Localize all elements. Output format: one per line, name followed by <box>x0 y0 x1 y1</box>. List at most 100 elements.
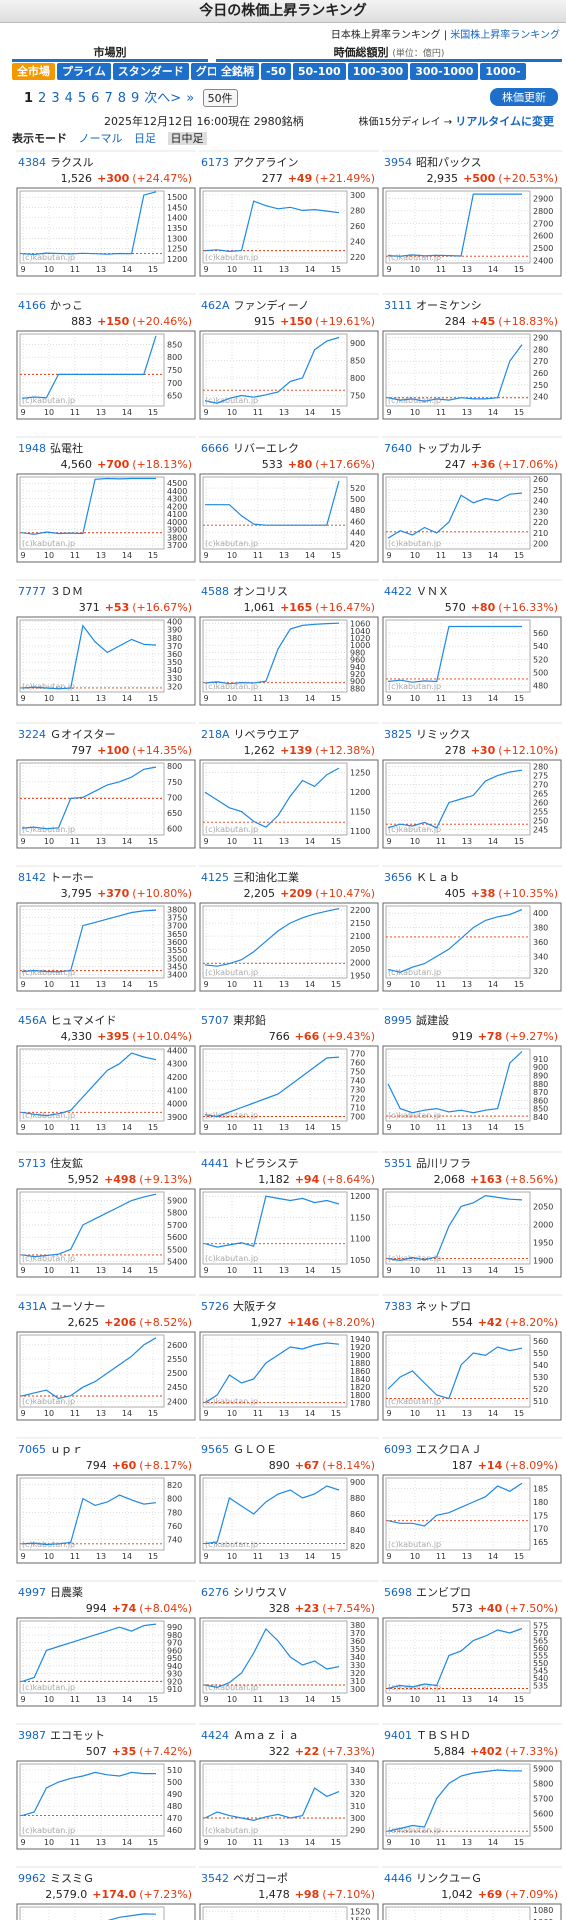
page-link[interactable]: 7 <box>104 91 113 106</box>
stock-label: 3987 エコモット <box>18 1729 105 1742</box>
stock-pct: (+10.80%) <box>132 887 192 900</box>
market-button[interactable]: プライム <box>57 63 111 80</box>
price-line <box>107 1913 157 1920</box>
realtime-link[interactable]: リアルタイムに変更 <box>455 115 554 128</box>
stock-card: 8142 トーホー 3,795 +370 (+10.80%) 34003450350035… <box>16 865 196 992</box>
y-tick-label: 340 <box>350 1766 365 1775</box>
cap-button[interactable]: 1000- <box>480 63 526 80</box>
mode-option[interactable]: 日中足 <box>167 132 207 145</box>
per-page-select[interactable]: 50件 <box>202 89 238 107</box>
us-ranking-link[interactable]: 米国株上昇率ランキング <box>450 30 560 41</box>
x-tick-label: 13 <box>279 1123 289 1132</box>
stock-name: ヒュマメイド <box>51 1014 117 1027</box>
stock-label: 3111 オーミケンシ <box>384 299 482 312</box>
cap-button[interactable]: -50 <box>261 63 291 80</box>
watermark: (c)kabutan.jp <box>22 253 75 262</box>
y-tick-label: 880 <box>350 1494 365 1503</box>
cap-button[interactable]: 全銘柄 <box>216 63 259 80</box>
x-tick-label: 9 <box>203 1552 208 1561</box>
stock-change: +165 <box>280 601 312 614</box>
y-tick-label: 260 <box>533 799 548 808</box>
y-tick-label: 1900 <box>350 1351 370 1360</box>
stock-price: 1,182 <box>258 1173 290 1186</box>
x-tick-label: 13 <box>96 265 106 274</box>
stock-code: 5713 <box>18 1157 46 1170</box>
x-tick-label: 13 <box>462 551 472 560</box>
stock-price: 2,625 <box>68 1316 100 1329</box>
x-tick-label: 9 <box>20 694 25 703</box>
watermark: (c)kabutan.jp <box>205 1111 258 1120</box>
y-tick-label: 490 <box>167 1790 182 1799</box>
stock-card: 3111 オーミケンシ 284 +45 (+18.83%) 240 250 260 270 280… <box>382 293 562 420</box>
y-tick-label: 555 <box>533 1652 548 1661</box>
last-link[interactable]: » <box>186 91 195 106</box>
plot-area <box>19 1334 165 1408</box>
cap-button[interactable]: 300-1000 <box>410 63 479 80</box>
stock-label: 4446 リンクユーＧ <box>384 1872 482 1885</box>
y-tick-label: 520 <box>350 484 365 493</box>
x-tick-label: 11 <box>253 1123 263 1132</box>
stock-label: 4441 トビラシステ <box>201 1157 299 1170</box>
page-link[interactable]: 2 <box>38 91 47 106</box>
stock-change: +700 <box>97 458 130 471</box>
page-link[interactable]: 6 <box>91 91 100 106</box>
mode-option[interactable]: ノーマル <box>78 132 123 145</box>
mode-option[interactable]: 日足 <box>134 132 156 145</box>
jp-ranking-link[interactable]: 日本株上昇率ランキング <box>330 30 441 41</box>
x-tick-label: 10 <box>410 1552 420 1561</box>
plot-area <box>19 1620 165 1694</box>
x-tick-label: 13 <box>279 694 289 703</box>
stock-name: ネットプロ <box>416 1300 471 1313</box>
price-line <box>21 1193 157 1258</box>
x-tick-label: 13 <box>279 1409 289 1418</box>
x-tick-label: 9 <box>20 551 25 560</box>
x-tick-label: 14 <box>305 1123 315 1132</box>
y-tick-label: 1350 <box>167 224 187 233</box>
stock-code: 3224 <box>18 728 46 741</box>
y-tick-label: 380 <box>167 634 182 643</box>
stock-change: +67 <box>295 1459 320 1472</box>
page-link[interactable]: 4 <box>64 91 73 106</box>
y-tick-label: 4100 <box>167 510 187 519</box>
stock-pct: (+20.46%) <box>132 315 192 328</box>
x-tick-label: 14 <box>305 837 315 846</box>
x-tick-label: 11 <box>253 694 263 703</box>
refresh-button[interactable]: 株価更新 <box>490 88 558 106</box>
stock-price: 573 <box>452 1602 473 1615</box>
stock-pct: (+18.83%) <box>498 315 558 328</box>
stock-price-row: 1,478 +98 (+7.10%) <box>258 1888 375 1901</box>
page-link[interactable]: 5 <box>77 91 87 106</box>
stock-change: +22 <box>295 1745 320 1758</box>
cap-button[interactable]: 100-300 <box>347 63 409 80</box>
y-tick-label: 380 <box>533 924 548 933</box>
x-tick-label: 14 <box>488 265 498 274</box>
stock-name: ラクスル <box>50 156 94 169</box>
stock-change: +49 <box>288 172 313 185</box>
x-tick-label: 14 <box>305 1552 315 1561</box>
next-link[interactable]: 次へ> <box>144 91 182 106</box>
market-button[interactable]: 全市場 <box>12 63 55 80</box>
status-delay: 株価15分ディレイ → リアルタイムに変更 <box>359 113 554 129</box>
price-line <box>204 1627 340 1689</box>
stock-change: +42 <box>478 1316 503 1329</box>
y-tick-label: 440 <box>350 528 365 537</box>
y-tick-label: 2200 <box>350 906 370 915</box>
page-link[interactable]: 8 <box>117 91 127 106</box>
x-tick-label: 10 <box>44 1123 54 1132</box>
market-button[interactable]: スタンダード <box>112 63 189 80</box>
stock-price-row: 5,884 +402 (+7.33%) <box>434 1745 558 1758</box>
stock-pct: (+7.33%) <box>322 1745 375 1758</box>
price-line <box>204 200 340 253</box>
stock-price-row: 794 +60 (+8.17%) <box>86 1459 192 1472</box>
stock-change: +30 <box>471 744 496 757</box>
x-tick-label: 15 <box>514 837 524 846</box>
x-tick-label: 14 <box>122 1123 132 1132</box>
watermark: (c)kabutan.jp <box>205 968 258 977</box>
x-tick-label: 10 <box>227 551 237 560</box>
cap-button[interactable]: 50-100 <box>292 63 346 80</box>
page-link[interactable]: 3 <box>51 91 60 106</box>
price-line <box>21 624 157 690</box>
page-link[interactable]: 9 <box>131 91 140 106</box>
x-tick-label: 9 <box>20 265 25 274</box>
stock-label: 4125 三和油化工業 <box>201 870 299 884</box>
